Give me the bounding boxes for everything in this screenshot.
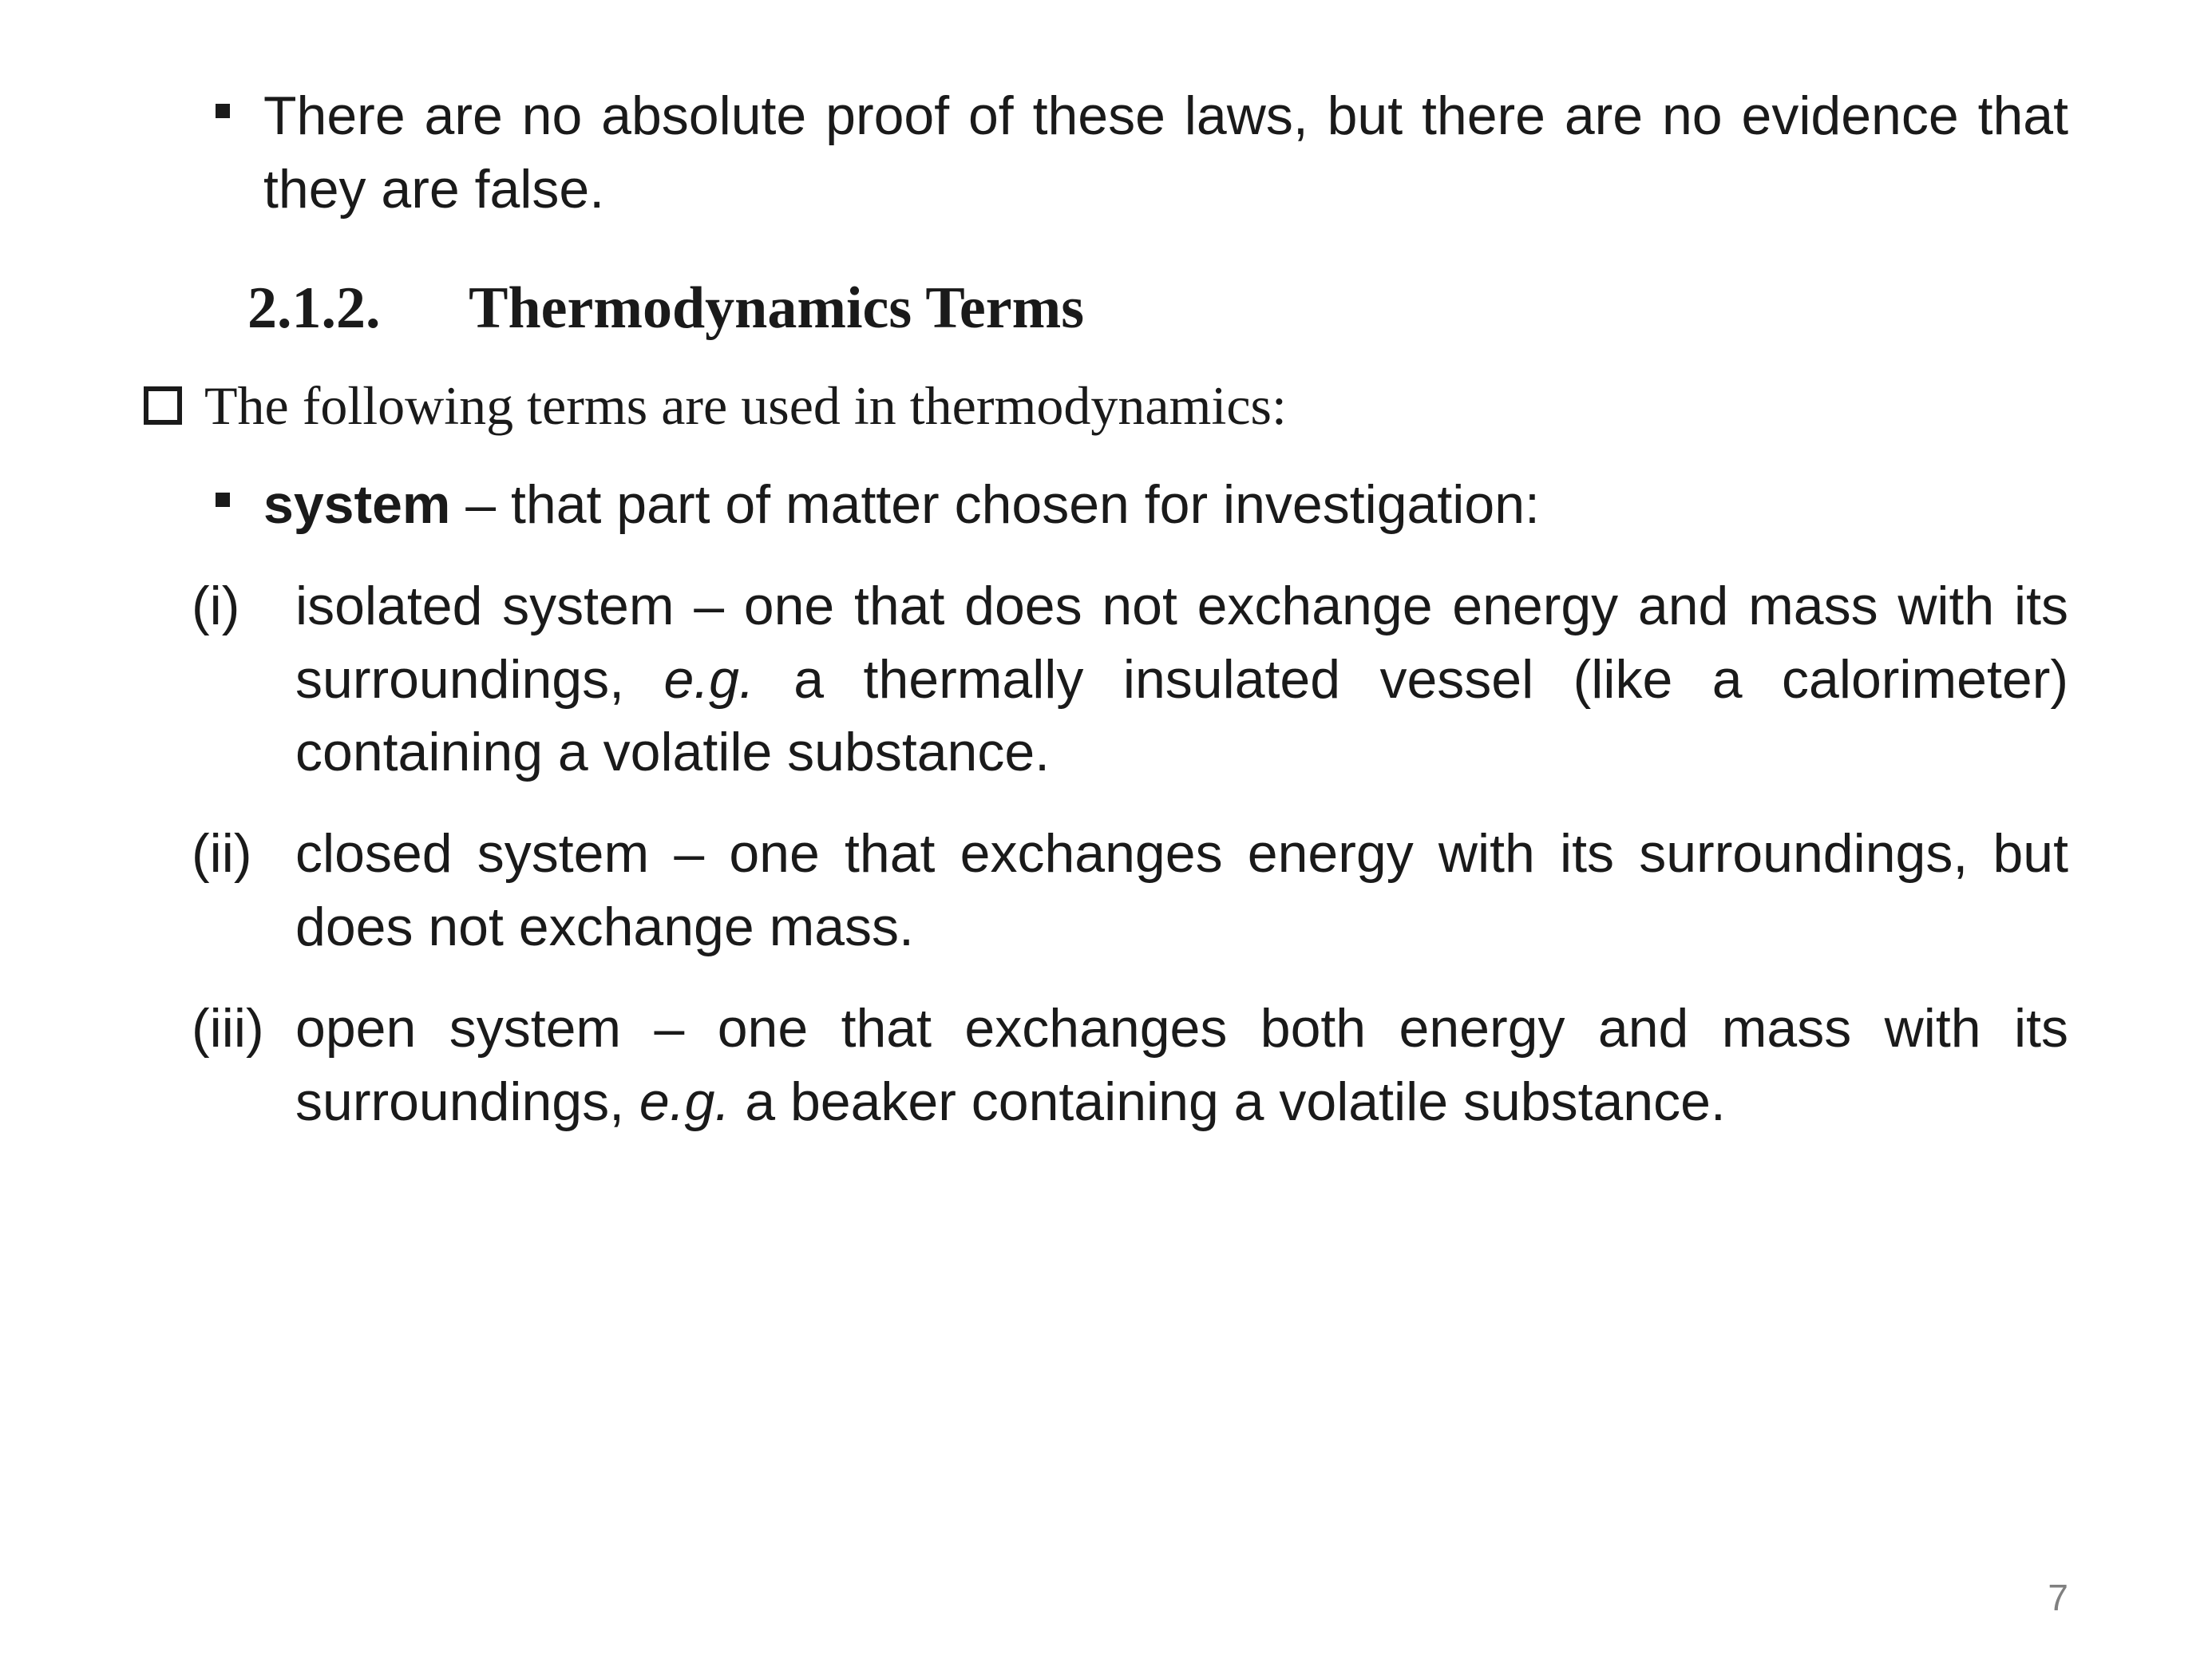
lead-in-text: The following terms are used in thermody… bbox=[204, 370, 1287, 441]
enum-item-1: (i) isolated system – one that does not … bbox=[192, 570, 2068, 790]
heading-title: Thermodynamics Terms bbox=[469, 275, 1084, 341]
heading-number: 2.1.2. bbox=[247, 275, 455, 342]
enum-label-2: (ii) bbox=[192, 818, 295, 891]
checkbox-bullet-icon bbox=[144, 386, 182, 425]
system-term-label: system bbox=[263, 474, 450, 535]
system-term-row: system – that part of matter chosen for … bbox=[216, 469, 2068, 542]
enum-text-2-pre: closed system – one that exchanges energ… bbox=[295, 823, 2068, 957]
lead-in-row: The following terms are used in thermody… bbox=[144, 370, 2068, 441]
system-term-text: system – that part of matter chosen for … bbox=[263, 469, 2068, 542]
square-bullet-icon bbox=[216, 104, 230, 118]
enum-text-2: closed system – one that exchanges energ… bbox=[295, 818, 2068, 964]
intro-bullet-text: There are no absolute proof of these law… bbox=[263, 80, 2068, 227]
enum-text-1: isolated system – one that does not exch… bbox=[295, 570, 2068, 790]
enum-text-3: open system – one that exchanges both en… bbox=[295, 992, 2068, 1139]
enum-text-1-italic: e.g. bbox=[663, 649, 754, 710]
enum-label-3: (iii) bbox=[192, 992, 295, 1066]
square-bullet-icon bbox=[216, 493, 230, 507]
section-heading: 2.1.2. Thermodynamics Terms bbox=[247, 275, 2068, 342]
enum-text-3-post: a beaker containing a volatile substance… bbox=[730, 1071, 1725, 1132]
page-number: 7 bbox=[2048, 1576, 2068, 1619]
intro-bullet-row: There are no absolute proof of these law… bbox=[216, 80, 2068, 227]
system-term-definition: – that part of matter chosen for investi… bbox=[450, 474, 1540, 535]
enum-label-1: (i) bbox=[192, 570, 295, 643]
enum-item-2: (ii) closed system – one that exchanges … bbox=[192, 818, 2068, 964]
enum-text-3-italic: e.g. bbox=[639, 1071, 730, 1132]
enum-item-3: (iii) open system – one that exchanges b… bbox=[192, 992, 2068, 1139]
document-page: There are no absolute proof of these law… bbox=[0, 0, 2212, 1659]
